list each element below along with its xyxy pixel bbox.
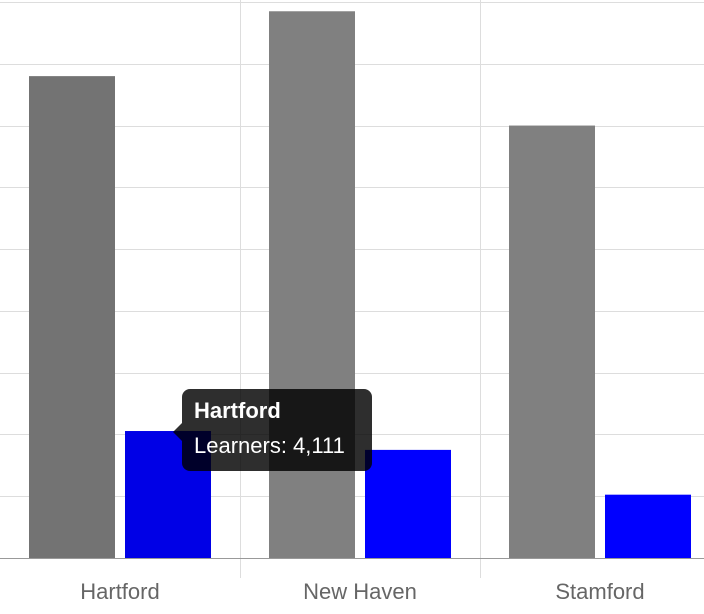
x-tick-label: Hartford bbox=[80, 579, 159, 604]
bar-stamford-series-2[interactable] bbox=[605, 494, 691, 558]
bar-new-haven-series-1[interactable] bbox=[269, 11, 355, 559]
tooltip-value: Learners: 4,111 bbox=[194, 433, 345, 458]
tooltip-title: Hartford bbox=[194, 398, 281, 423]
chart-tooltip: Hartford Learners: 4,111 bbox=[173, 389, 372, 471]
bar-hartford-series-1[interactable] bbox=[29, 76, 115, 558]
bar-stamford-series-1[interactable] bbox=[509, 125, 595, 559]
chart-bars bbox=[29, 11, 691, 559]
x-axis-ticks: Hartford New Haven Stamford bbox=[80, 579, 644, 604]
bar-new-haven-series-2[interactable] bbox=[365, 449, 451, 558]
x-tick-label: Stamford bbox=[555, 579, 644, 604]
tooltip-caret bbox=[173, 423, 182, 441]
x-tick-label: New Haven bbox=[303, 579, 417, 604]
